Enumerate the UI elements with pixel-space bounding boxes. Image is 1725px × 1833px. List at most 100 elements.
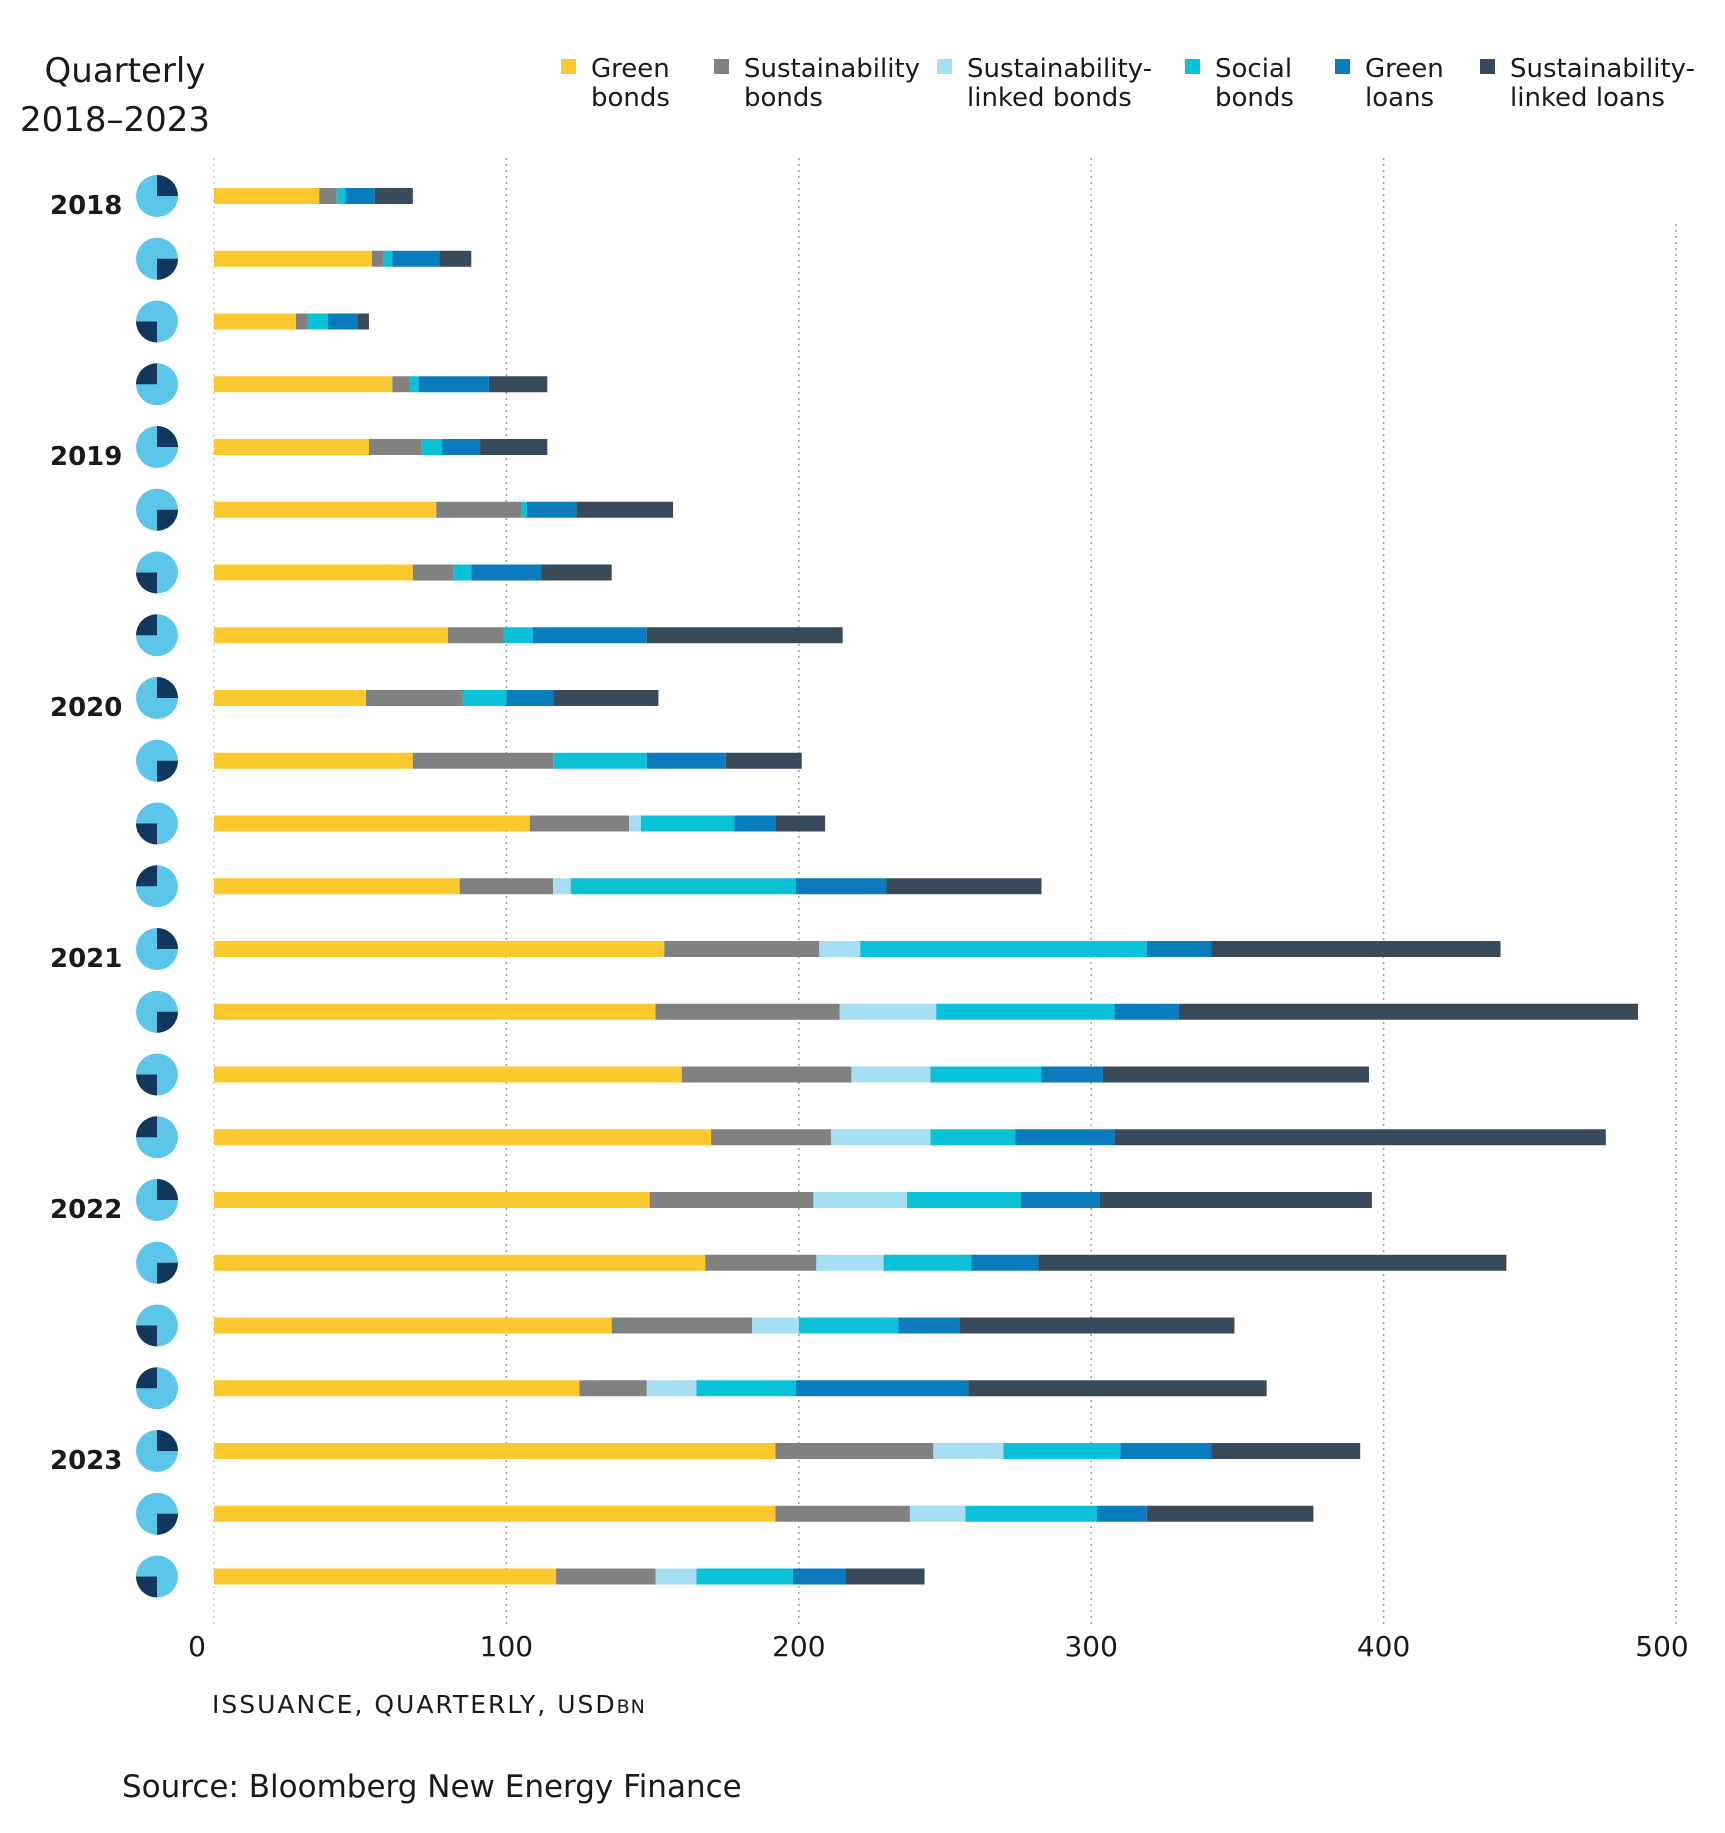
bar-segment-row3-series5: [357, 313, 369, 330]
quarter-pie-5: [136, 426, 178, 468]
bar-segment-row10-series0: [214, 752, 413, 769]
bar-segment-row18-series5: [1038, 1254, 1507, 1271]
quarter-pie-highlight-q4: [136, 865, 157, 887]
bar-segment-row8-series1: [447, 627, 504, 644]
bar-segment-row13-series3: [860, 941, 1147, 957]
quarter-pie-6: [136, 488, 178, 531]
bar-segment-row23-series1: [556, 1568, 656, 1585]
bar-segment-row16-series3: [930, 1129, 1016, 1146]
bar-segment-row4-series4: [418, 376, 489, 393]
bar-segment-row10-series4: [646, 752, 726, 769]
bar-segment-row22-series2: [909, 1505, 966, 1522]
bar-segment-row11-series2: [629, 815, 641, 832]
legend-label-2-line-1: Sustainability-: [967, 54, 1152, 84]
bar-segment-row13-series5: [1211, 941, 1501, 957]
quarter-pie-highlight-q1: [157, 928, 178, 949]
legend-item-5: Sustainability-linked loans: [1480, 54, 1695, 113]
bar-segment-row15-series2: [851, 1066, 931, 1083]
chart-title-line-1: Quarterly: [45, 51, 206, 91]
bar-segment-row22-series1: [775, 1505, 910, 1522]
bar-segment-row8-series4: [532, 627, 647, 644]
legend-swatch-0: [561, 59, 576, 74]
bar-segment-row19-series2: [752, 1317, 799, 1334]
bar-segment-row12-series0: [214, 878, 460, 895]
bar-segment-row12-series2: [553, 878, 571, 895]
bar-segment-row19-series1: [611, 1317, 753, 1334]
bar-segment-row7-series1: [412, 564, 454, 581]
bar-segment-row14-series0: [214, 1003, 656, 1020]
bar-segment-row16-series0: [214, 1129, 712, 1146]
bar-segment-row6-series4: [526, 501, 577, 518]
quarter-pie-highlight-q2: [157, 1513, 178, 1535]
quarter-pie-22: [136, 1492, 178, 1535]
bar-segment-row9-series3: [462, 690, 507, 706]
legend-label-0-line-2: bonds: [591, 83, 670, 113]
bar-segment-row17-series3: [906, 1192, 1022, 1208]
bar-segment-row9-series1: [366, 690, 463, 706]
bar-row-6: [214, 501, 674, 518]
quarter-pie-8: [136, 614, 178, 657]
bar-segment-row13-series4: [1146, 941, 1212, 957]
bar-row-1: [214, 188, 413, 204]
bar-segment-row7-series4: [471, 564, 542, 581]
bar-segment-row21-series2: [933, 1443, 1004, 1459]
bar-segment-row18-series0: [214, 1254, 706, 1271]
bar-segment-row3-series1: [295, 313, 308, 330]
quarter-pie-4: [136, 363, 178, 406]
year-label-2022: 2022: [50, 1195, 122, 1225]
bar-segment-row8-series0: [214, 627, 448, 644]
quarter-pie-21: [136, 1430, 178, 1472]
bar-row-5: [214, 439, 548, 455]
legend-item-2: Sustainability-linked bonds: [937, 54, 1152, 113]
legend-label-0-line-1: Green: [591, 54, 670, 84]
bar-segment-row11-series5: [775, 815, 826, 832]
bar-segment-row5-series4: [442, 439, 481, 455]
bar-segment-row16-series2: [830, 1129, 931, 1146]
year-label-2019: 2019: [50, 442, 122, 472]
quarter-pie-12: [136, 865, 178, 908]
legend-label-4-line-2: loans: [1365, 83, 1434, 113]
bar-segment-row11-series4: [734, 815, 776, 832]
bar-segment-row8-series3: [503, 627, 533, 644]
bar-segment-row20-series2: [646, 1380, 697, 1397]
bar-segment-row1-series0: [214, 188, 320, 204]
quarter-pie-highlight-q4: [136, 614, 157, 636]
bar-segment-row9-series5: [553, 690, 659, 706]
bar-segment-row7-series0: [214, 564, 413, 581]
bar-segment-row16-series1: [711, 1129, 831, 1146]
bar-segment-row4-series3: [409, 376, 419, 393]
bar-segment-row12-series3: [570, 878, 796, 895]
bar-segment-row1-series4: [345, 188, 375, 204]
bar-segment-row16-series4: [1015, 1129, 1115, 1146]
bar-segment-row20-series5: [968, 1380, 1267, 1397]
quarter-pie-highlight-q2: [157, 258, 178, 280]
quarter-pie-highlight-q2: [157, 509, 178, 531]
legend-swatch-5: [1480, 59, 1495, 74]
bar-segment-row1-series5: [374, 188, 413, 204]
legend-label-3-line-1: Social: [1215, 54, 1292, 84]
bar-segment-row12-series5: [886, 878, 1042, 895]
bar-segment-row9-series4: [506, 690, 554, 706]
bars: [214, 188, 1638, 1585]
quarter-pie-highlight-q4: [136, 363, 157, 385]
bar-segment-row11-series1: [529, 815, 630, 832]
quarter-pie-3: [136, 300, 178, 343]
bar-row-8: [214, 627, 843, 644]
bar-segment-row14-series1: [655, 1003, 840, 1020]
quarter-pie-highlight-q3: [136, 1325, 157, 1347]
quarter-pie-2: [136, 237, 178, 280]
x-axis-ticks: 0 100 200 300 400 500: [188, 1630, 1689, 1663]
bar-segment-row7-series5: [541, 564, 612, 581]
bar-segment-row14-series5: [1178, 1003, 1638, 1020]
bar-segment-row15-series5: [1102, 1066, 1369, 1083]
bar-segment-row18-series3: [883, 1254, 972, 1271]
bar-segment-row4-series5: [488, 376, 548, 393]
bar-row-7: [214, 564, 612, 581]
bar-row-10: [214, 752, 802, 769]
bar-segment-row19-series4: [898, 1317, 960, 1334]
bar-segment-row17-series1: [649, 1192, 814, 1208]
quarter-pie-7: [136, 551, 178, 594]
bar-segment-row5-series3: [421, 439, 443, 455]
